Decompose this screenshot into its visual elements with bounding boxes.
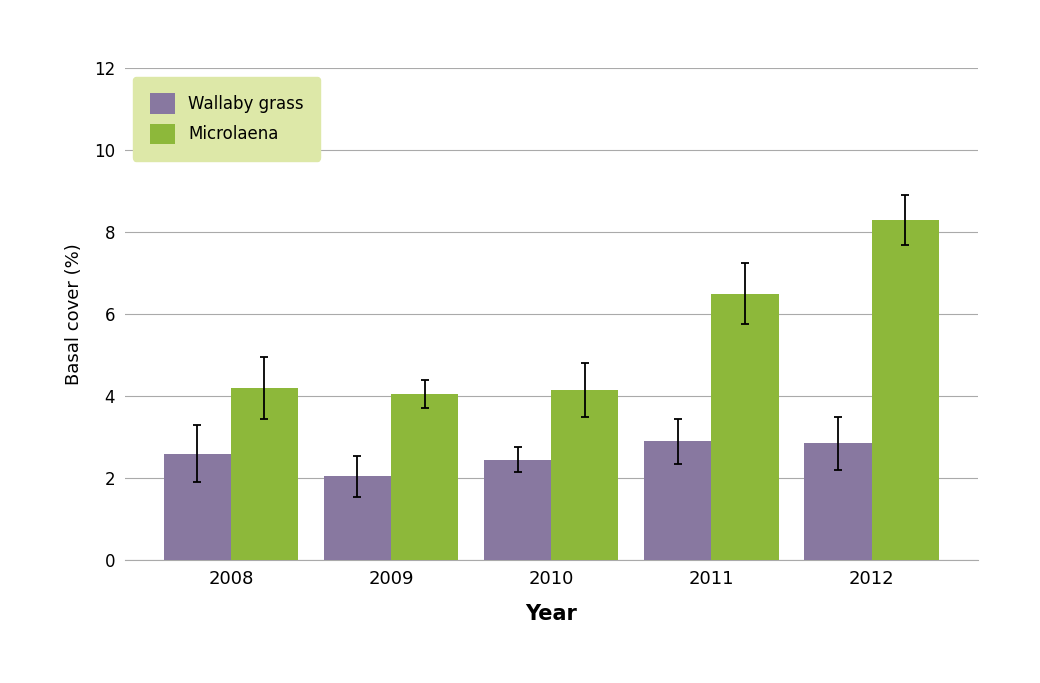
Bar (163, 454, 231, 560)
Bar (323, 476, 391, 560)
Legend: Wallaby grass, Microlaena: Wallaby grass, Microlaena (133, 76, 320, 161)
Bar (644, 441, 711, 560)
Bar (711, 294, 779, 560)
Y-axis label: Basal cover (%): Basal cover (%) (64, 243, 83, 385)
Bar (391, 394, 459, 560)
Bar (551, 390, 619, 560)
Bar (484, 460, 551, 560)
Bar (872, 220, 939, 560)
X-axis label: Year: Year (525, 604, 577, 624)
Bar (231, 388, 298, 560)
Bar (804, 443, 872, 560)
